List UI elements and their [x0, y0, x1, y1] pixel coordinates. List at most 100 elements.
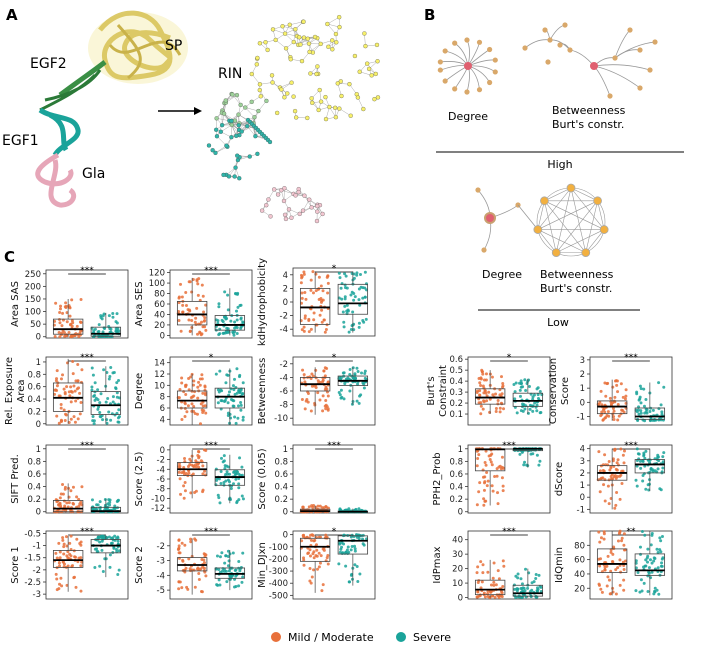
data-point	[79, 329, 83, 333]
data-point	[360, 371, 364, 375]
data-point	[189, 491, 193, 495]
data-point	[61, 538, 65, 542]
data-point	[314, 386, 318, 390]
y-tick-label: -12	[151, 504, 165, 514]
data-point	[68, 306, 72, 310]
data-point	[177, 319, 181, 323]
data-point	[308, 566, 312, 570]
y-tick-label: 200	[25, 282, 41, 292]
data-point	[70, 319, 74, 323]
data-point	[73, 420, 77, 424]
y-tick-label: 0.6	[27, 470, 41, 480]
data-point	[521, 589, 525, 593]
data-point	[314, 289, 318, 293]
data-point	[484, 463, 488, 467]
data-point	[646, 590, 650, 594]
data-point	[189, 537, 193, 541]
data-point	[599, 389, 603, 393]
data-point	[639, 411, 643, 415]
data-point	[523, 378, 527, 382]
data-point	[622, 449, 626, 453]
data-point	[80, 368, 84, 372]
data-point	[476, 565, 480, 569]
data-point	[621, 395, 625, 399]
data-point	[238, 456, 242, 460]
data-point	[234, 574, 238, 578]
data-point	[194, 316, 198, 320]
data-point	[226, 555, 230, 559]
data-point	[640, 589, 644, 593]
data-point	[215, 554, 219, 558]
data-point	[599, 536, 603, 540]
sp-domain-structure	[88, 10, 188, 84]
data-point	[65, 501, 69, 505]
data-point	[177, 551, 181, 555]
data-point	[317, 565, 321, 569]
data-point	[342, 371, 346, 375]
data-point	[93, 394, 97, 398]
data-point	[198, 422, 202, 426]
data-point	[65, 385, 69, 389]
data-point	[482, 591, 486, 595]
data-point	[602, 537, 606, 541]
data-point	[496, 569, 500, 573]
data-point	[180, 417, 184, 421]
box-severe	[214, 315, 246, 331]
significance-stars: ***	[502, 527, 516, 537]
data-point	[477, 490, 481, 494]
data-point	[240, 465, 244, 469]
data-point	[55, 369, 59, 373]
data-point	[319, 297, 323, 301]
significance-stars: ***	[80, 353, 94, 363]
data-point	[612, 418, 616, 422]
egf1-structure	[38, 107, 81, 157]
data-point	[101, 570, 105, 574]
data-point	[225, 373, 229, 377]
data-point	[178, 477, 182, 481]
y-tick-label: 40	[574, 570, 585, 580]
data-point	[196, 450, 200, 454]
y-axis-label: Score (2.5)	[134, 451, 145, 506]
data-point	[609, 569, 613, 573]
data-point	[59, 420, 63, 424]
data-point	[57, 330, 61, 334]
data-point	[241, 575, 245, 579]
data-point	[237, 482, 241, 486]
data-point	[203, 570, 207, 574]
data-point	[343, 295, 347, 299]
data-point	[489, 583, 493, 587]
data-point	[492, 561, 496, 565]
y-tick-label: 0.6	[27, 383, 41, 393]
data-point	[606, 381, 610, 385]
data-point	[67, 330, 71, 334]
data-point	[482, 400, 486, 404]
data-point	[348, 373, 352, 377]
data-point	[662, 451, 666, 455]
data-point	[219, 481, 223, 485]
data-point	[337, 296, 341, 300]
data-point	[204, 328, 208, 332]
data-point	[622, 568, 626, 572]
y-tick-label: 150	[25, 295, 41, 305]
data-point	[603, 416, 607, 420]
data-point	[620, 536, 624, 540]
data-point	[181, 303, 185, 307]
data-point	[660, 564, 664, 568]
data-point	[80, 485, 84, 489]
boxplot-frame	[45, 356, 129, 426]
data-point	[227, 480, 231, 484]
y-tick-label: 0.6	[274, 470, 288, 480]
y-axis-label: Score 2	[134, 546, 145, 584]
y-tick-label: 0	[283, 508, 288, 518]
data-point	[188, 280, 192, 284]
data-point	[497, 577, 501, 581]
data-point	[622, 532, 626, 536]
data-point	[318, 504, 322, 508]
data-point	[303, 316, 307, 320]
data-point	[300, 539, 304, 543]
boxplot-frame	[589, 530, 673, 600]
data-point	[59, 402, 63, 406]
data-point	[302, 563, 306, 567]
data-point	[645, 560, 649, 564]
data-point	[58, 502, 62, 506]
